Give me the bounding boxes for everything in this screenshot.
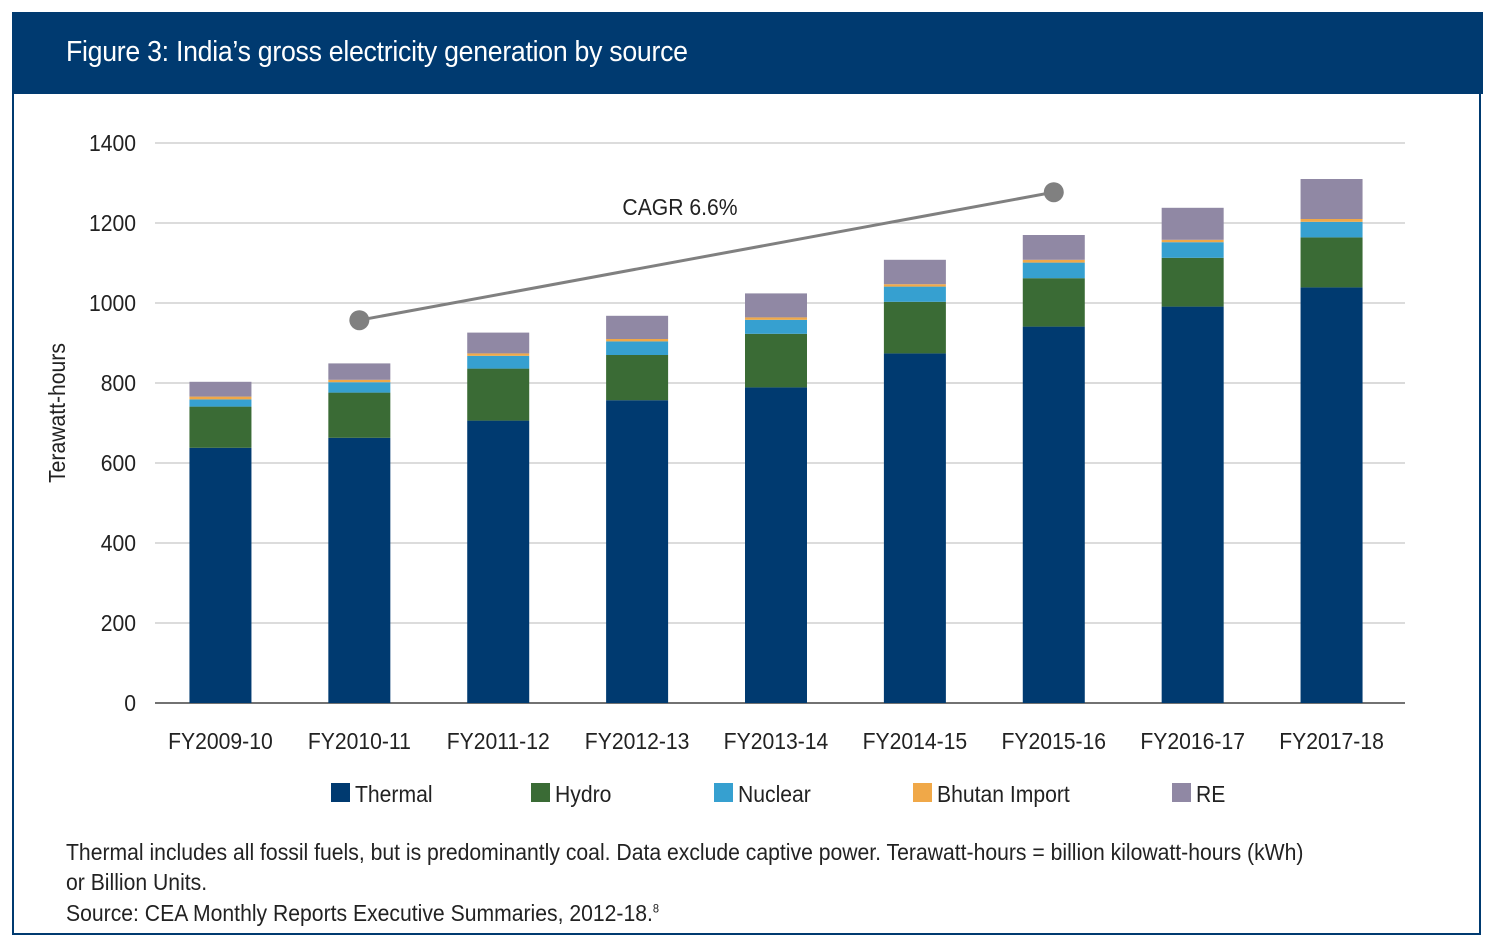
legend-swatch-nuclear (714, 783, 733, 802)
bar-segment-bhutan-import (1300, 219, 1363, 222)
cagr-start-marker (349, 310, 370, 331)
x-tick-label: FY2017-18 (1279, 728, 1384, 754)
bar-segment-thermal (606, 400, 669, 703)
y-tick-label: 1000 (89, 290, 136, 316)
bar-segment-bhutan-import (745, 317, 807, 320)
bar-segment-re (1300, 179, 1363, 219)
bar-segment-hydro (328, 392, 391, 438)
bar-segment-re (328, 363, 391, 380)
bar-segment-hydro (467, 368, 530, 421)
legend-label: Nuclear (738, 781, 811, 807)
bar-segment-bhutan-import (883, 284, 946, 287)
bar-segment-hydro (1300, 237, 1363, 288)
cagr-annotation: CAGR 6.6% (622, 194, 737, 220)
bar-segment-thermal (883, 353, 946, 703)
source-note: Source: CEA Monthly Reports Executive Su… (66, 900, 659, 927)
y-axis-label: Terawatt-hours (44, 343, 70, 483)
bar-segment-bhutan-import (1022, 259, 1085, 263)
y-tick-label: 0 (124, 690, 136, 716)
bar-segment-nuclear (606, 341, 669, 355)
source-ref: 8 (652, 901, 660, 916)
note-line-2: or Billion Units. (66, 869, 208, 895)
legend-swatch-thermal (331, 783, 350, 802)
legend-swatch-bhutan-import (913, 783, 932, 802)
figure-frame (12, 12, 1481, 935)
bar-segment-hydro (745, 333, 807, 388)
bar-segment-thermal (1300, 287, 1363, 703)
bar-segment-thermal (328, 437, 391, 703)
x-tick-label: FY2013-14 (724, 728, 829, 754)
bar-segment-re (1161, 207, 1224, 240)
y-tick-label: 800 (101, 370, 136, 396)
figure-title: Figure 3: India’s gross electricity gene… (66, 36, 688, 68)
bar-segment-re (467, 332, 530, 354)
bar-segment-nuclear (189, 399, 252, 407)
bar-segment-hydro (883, 301, 946, 354)
bar-segment-re (189, 381, 252, 397)
bar-segment-re (606, 315, 669, 339)
bar-segment-bhutan-import (1161, 239, 1224, 243)
bar-segment-hydro (1022, 278, 1085, 327)
y-tick-label: 600 (101, 450, 136, 476)
legend-swatch-re (1172, 783, 1191, 802)
x-tick-label: FY2016-17 (1140, 728, 1245, 754)
cagr-line (359, 190, 1055, 322)
x-tick-label: FY2014-15 (863, 728, 968, 754)
x-tick-label: FY2015-16 (1001, 728, 1106, 754)
legend-swatch-hydro (531, 783, 550, 802)
x-tick-label: FY2011-12 (447, 728, 550, 754)
bar-segment-thermal (467, 420, 530, 703)
bar-segment-hydro (1161, 257, 1224, 307)
y-tick-label: 1200 (89, 210, 136, 236)
x-tick-label: FY2012-13 (585, 728, 690, 754)
bar-segment-thermal (745, 387, 807, 703)
legend-label: Hydro (555, 781, 611, 807)
bar-segment-thermal (189, 447, 252, 703)
bar-segment-nuclear (883, 286, 946, 302)
bar-segment-bhutan-import (189, 396, 252, 400)
bar-segment-nuclear (328, 382, 391, 393)
bar-segment-nuclear (1022, 262, 1085, 279)
y-tick-label: 200 (101, 610, 136, 636)
legend-label: RE (1196, 781, 1225, 807)
bar-segment-thermal (1161, 306, 1224, 703)
y-tick-label: 400 (101, 530, 136, 556)
bar-segment-nuclear (745, 319, 807, 334)
bar-segment-nuclear (1300, 221, 1363, 238)
bar-segment-bhutan-import (328, 379, 391, 383)
bar-segment-bhutan-import (606, 339, 669, 342)
bar-segment-re (1022, 235, 1085, 260)
x-tick-label: FY2009-10 (168, 728, 273, 754)
bar-segment-hydro (189, 406, 252, 448)
legend-label: Bhutan Import (937, 781, 1070, 807)
bar-segment-nuclear (467, 355, 530, 369)
bar-segment-bhutan-import (467, 353, 530, 356)
x-tick-label: FY2010-11 (308, 728, 411, 754)
bar-segment-re (745, 293, 807, 318)
source-text: Source: CEA Monthly Reports Executive Su… (66, 900, 653, 926)
bar-segment-nuclear (1161, 242, 1224, 258)
bar-segment-thermal (1022, 326, 1085, 703)
bar-segment-hydro (606, 355, 669, 401)
cagr-end-marker (1043, 182, 1064, 203)
legend-label: Thermal (355, 781, 433, 807)
bar-segment-re (883, 259, 946, 285)
figure-header: Figure 3: India’s gross electricity gene… (12, 12, 1483, 94)
y-tick-label: 1400 (89, 130, 136, 156)
note-line-1: Thermal includes all fossil fuels, but i… (66, 839, 1304, 865)
